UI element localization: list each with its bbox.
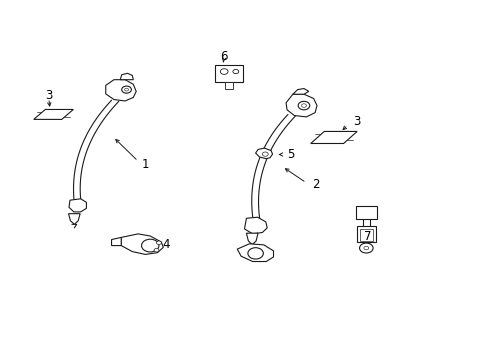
Text: 4: 4 <box>162 238 170 251</box>
Circle shape <box>124 88 128 91</box>
Polygon shape <box>292 89 308 94</box>
Circle shape <box>156 241 161 244</box>
Polygon shape <box>105 80 136 101</box>
Bar <box>359 229 372 241</box>
Circle shape <box>220 69 227 75</box>
Circle shape <box>359 243 372 253</box>
Text: 3: 3 <box>352 115 360 128</box>
Polygon shape <box>69 199 86 212</box>
Polygon shape <box>246 233 258 244</box>
Polygon shape <box>34 109 73 120</box>
Circle shape <box>301 104 306 107</box>
Text: 2: 2 <box>312 178 319 191</box>
Text: 3: 3 <box>45 89 52 102</box>
Circle shape <box>154 248 159 252</box>
Circle shape <box>262 152 267 156</box>
Text: 5: 5 <box>286 148 293 161</box>
Bar <box>356 226 375 242</box>
Bar <box>224 82 232 89</box>
Polygon shape <box>120 73 133 80</box>
Polygon shape <box>310 131 356 144</box>
Polygon shape <box>237 244 273 261</box>
Circle shape <box>122 86 131 93</box>
Polygon shape <box>255 148 272 159</box>
Polygon shape <box>285 94 316 117</box>
Circle shape <box>141 239 159 252</box>
Text: 6: 6 <box>220 50 227 63</box>
Text: 1: 1 <box>142 158 149 171</box>
Circle shape <box>247 248 263 259</box>
Text: 7: 7 <box>363 230 370 243</box>
Circle shape <box>298 101 309 110</box>
Circle shape <box>363 246 368 250</box>
Polygon shape <box>244 217 266 234</box>
Bar <box>355 206 376 219</box>
Polygon shape <box>121 234 163 255</box>
Circle shape <box>232 69 238 74</box>
Polygon shape <box>111 238 121 246</box>
Bar <box>215 65 243 82</box>
Polygon shape <box>68 214 80 224</box>
